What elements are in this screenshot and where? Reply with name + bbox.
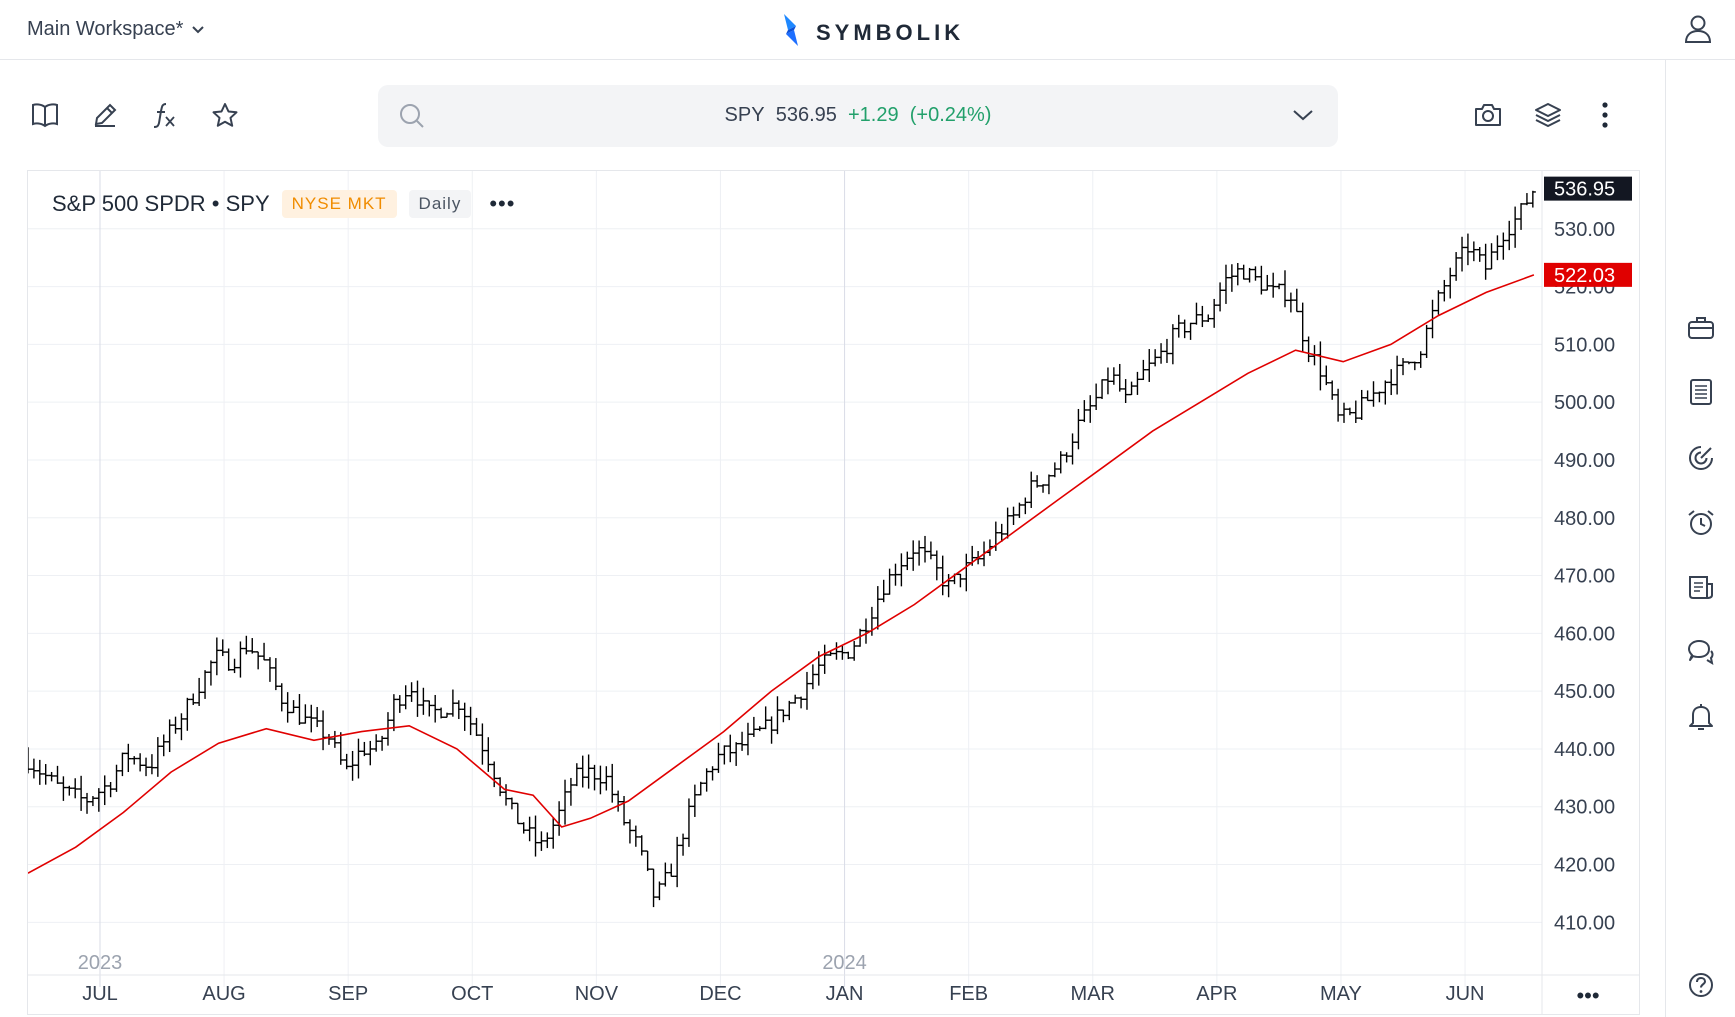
bell-icon (1688, 702, 1714, 737)
y-tick-label: 510.00 (1554, 334, 1615, 356)
x-tick-label: JUL (82, 983, 118, 1005)
layers-button[interactable] (1528, 97, 1568, 137)
logo-text: SYMBOLIK (816, 19, 965, 45)
x-tick-label: MAY (1320, 983, 1362, 1005)
right-sidebar (1665, 60, 1735, 1017)
x-tick-label: DEC (699, 983, 741, 1005)
moving-average-label: 522.03 (1554, 265, 1615, 287)
quote-symbol: SPY (724, 104, 765, 126)
y-tick-label: 500.00 (1554, 392, 1615, 414)
chevron-down-icon[interactable] (1292, 105, 1314, 130)
layers-icon (1533, 101, 1563, 134)
list-icon (1688, 378, 1714, 411)
x-tick-label: NOV (575, 983, 619, 1005)
x-tick-label: OCT (451, 983, 493, 1005)
search-icon (398, 102, 426, 135)
news-icon (1687, 574, 1715, 607)
user-icon (1683, 15, 1713, 48)
workspace-label: Main Workspace* (27, 18, 184, 40)
quote-price: 536.95 (775, 104, 837, 126)
top-bar: Main Workspace* SYMBOLIK (0, 0, 1735, 60)
quote-change: +1.29 (848, 104, 899, 126)
y-tick-label: 440.00 (1554, 739, 1615, 761)
library-button[interactable] (25, 97, 65, 137)
last-price-label: 536.95 (1554, 179, 1615, 201)
logo: SYMBOLIK (780, 12, 964, 53)
x-tick-label: APR (1196, 983, 1237, 1005)
moving-average-label-bg (1544, 262, 1632, 287)
symbol-quote: SPY 536.95 +1.29 (+0.24%) (378, 104, 1338, 127)
interval-badge[interactable]: Daily (408, 190, 472, 218)
favorites-button[interactable] (205, 97, 245, 137)
draw-button[interactable] (85, 97, 125, 137)
y-tick-label: 470.00 (1554, 566, 1615, 588)
x-tick-label: MAR (1071, 983, 1115, 1005)
x-tick-label: JUN (1446, 983, 1485, 1005)
user-account-button[interactable] (1683, 14, 1713, 49)
chart-legend: S&P 500 SPDR • SPY NYSE MKT Daily ••• (52, 190, 521, 218)
year-label: 2023 (78, 952, 123, 974)
y-tick-label: 460.00 (1554, 623, 1615, 645)
chat-icon (1686, 638, 1716, 671)
price-chart[interactable]: 410.00 420.00 430.00 440.00 450.00 460.00 470.… (25, 171, 1639, 1014)
x-tick-label: FEB (949, 983, 988, 1005)
symbol-search[interactable]: SPY 536.95 +1.29 (+0.24%) (378, 85, 1338, 147)
x-tick-label: JAN (826, 983, 864, 1005)
alerts-clock-button[interactable] (1683, 507, 1719, 543)
star-icon (211, 102, 239, 133)
help-icon (1687, 971, 1715, 1004)
screenshot-button[interactable] (1468, 97, 1508, 137)
more-menu-button[interactable] (1585, 97, 1625, 137)
news-button[interactable] (1683, 572, 1719, 608)
y-tick-label: 490.00 (1554, 450, 1615, 472)
notifications-button[interactable] (1683, 701, 1719, 737)
y-tick-label: 480.00 (1554, 508, 1615, 530)
function-icon (152, 101, 178, 134)
portfolio-button[interactable] (1683, 312, 1719, 348)
chart-toolbar: SPY 536.95 +1.29 (+0.24%) (0, 60, 1665, 170)
book-icon (31, 102, 59, 133)
y-tick-label: 420.00 (1554, 855, 1615, 877)
y-tick-label: 410.00 (1554, 912, 1615, 934)
chevron-down-icon (191, 18, 205, 41)
moving-average-line (27, 274, 1535, 874)
y-tick-label: 430.00 (1554, 797, 1615, 819)
y-tick-label: 450.00 (1554, 681, 1615, 703)
last-price-label-bg (1544, 176, 1632, 201)
workspace-selector[interactable]: Main Workspace* (27, 18, 205, 41)
watchlist-button[interactable] (1683, 376, 1719, 412)
briefcase-icon (1687, 315, 1715, 346)
help-button[interactable] (1683, 969, 1719, 1005)
kebab-menu-icon (1600, 100, 1610, 135)
logo-icon (780, 12, 802, 53)
axis-more-button[interactable]: ••• (1576, 983, 1599, 1008)
chat-button[interactable] (1683, 636, 1719, 672)
y-tick-label: 530.00 (1554, 219, 1615, 241)
legend-more-button[interactable]: ••• (489, 191, 516, 216)
camera-icon (1473, 102, 1503, 133)
x-tick-label: SEP (328, 983, 368, 1005)
chart-panel[interactable]: 410.00 420.00 430.00 440.00 450.00 460.00 470.… (25, 170, 1640, 1015)
pencil-icon (92, 102, 118, 133)
year-label: 2024 (822, 952, 867, 974)
indicators-button[interactable] (145, 97, 185, 137)
exchange-badge: NYSE MKT (281, 190, 397, 218)
radar-icon (1687, 444, 1715, 477)
alarm-icon (1686, 508, 1716, 543)
x-tick-label: AUG (202, 983, 245, 1005)
quote-change-pct: (+0.24%) (909, 104, 992, 126)
legend-title: S&P 500 SPDR • SPY (52, 191, 270, 216)
scanner-button[interactable] (1683, 442, 1719, 478)
